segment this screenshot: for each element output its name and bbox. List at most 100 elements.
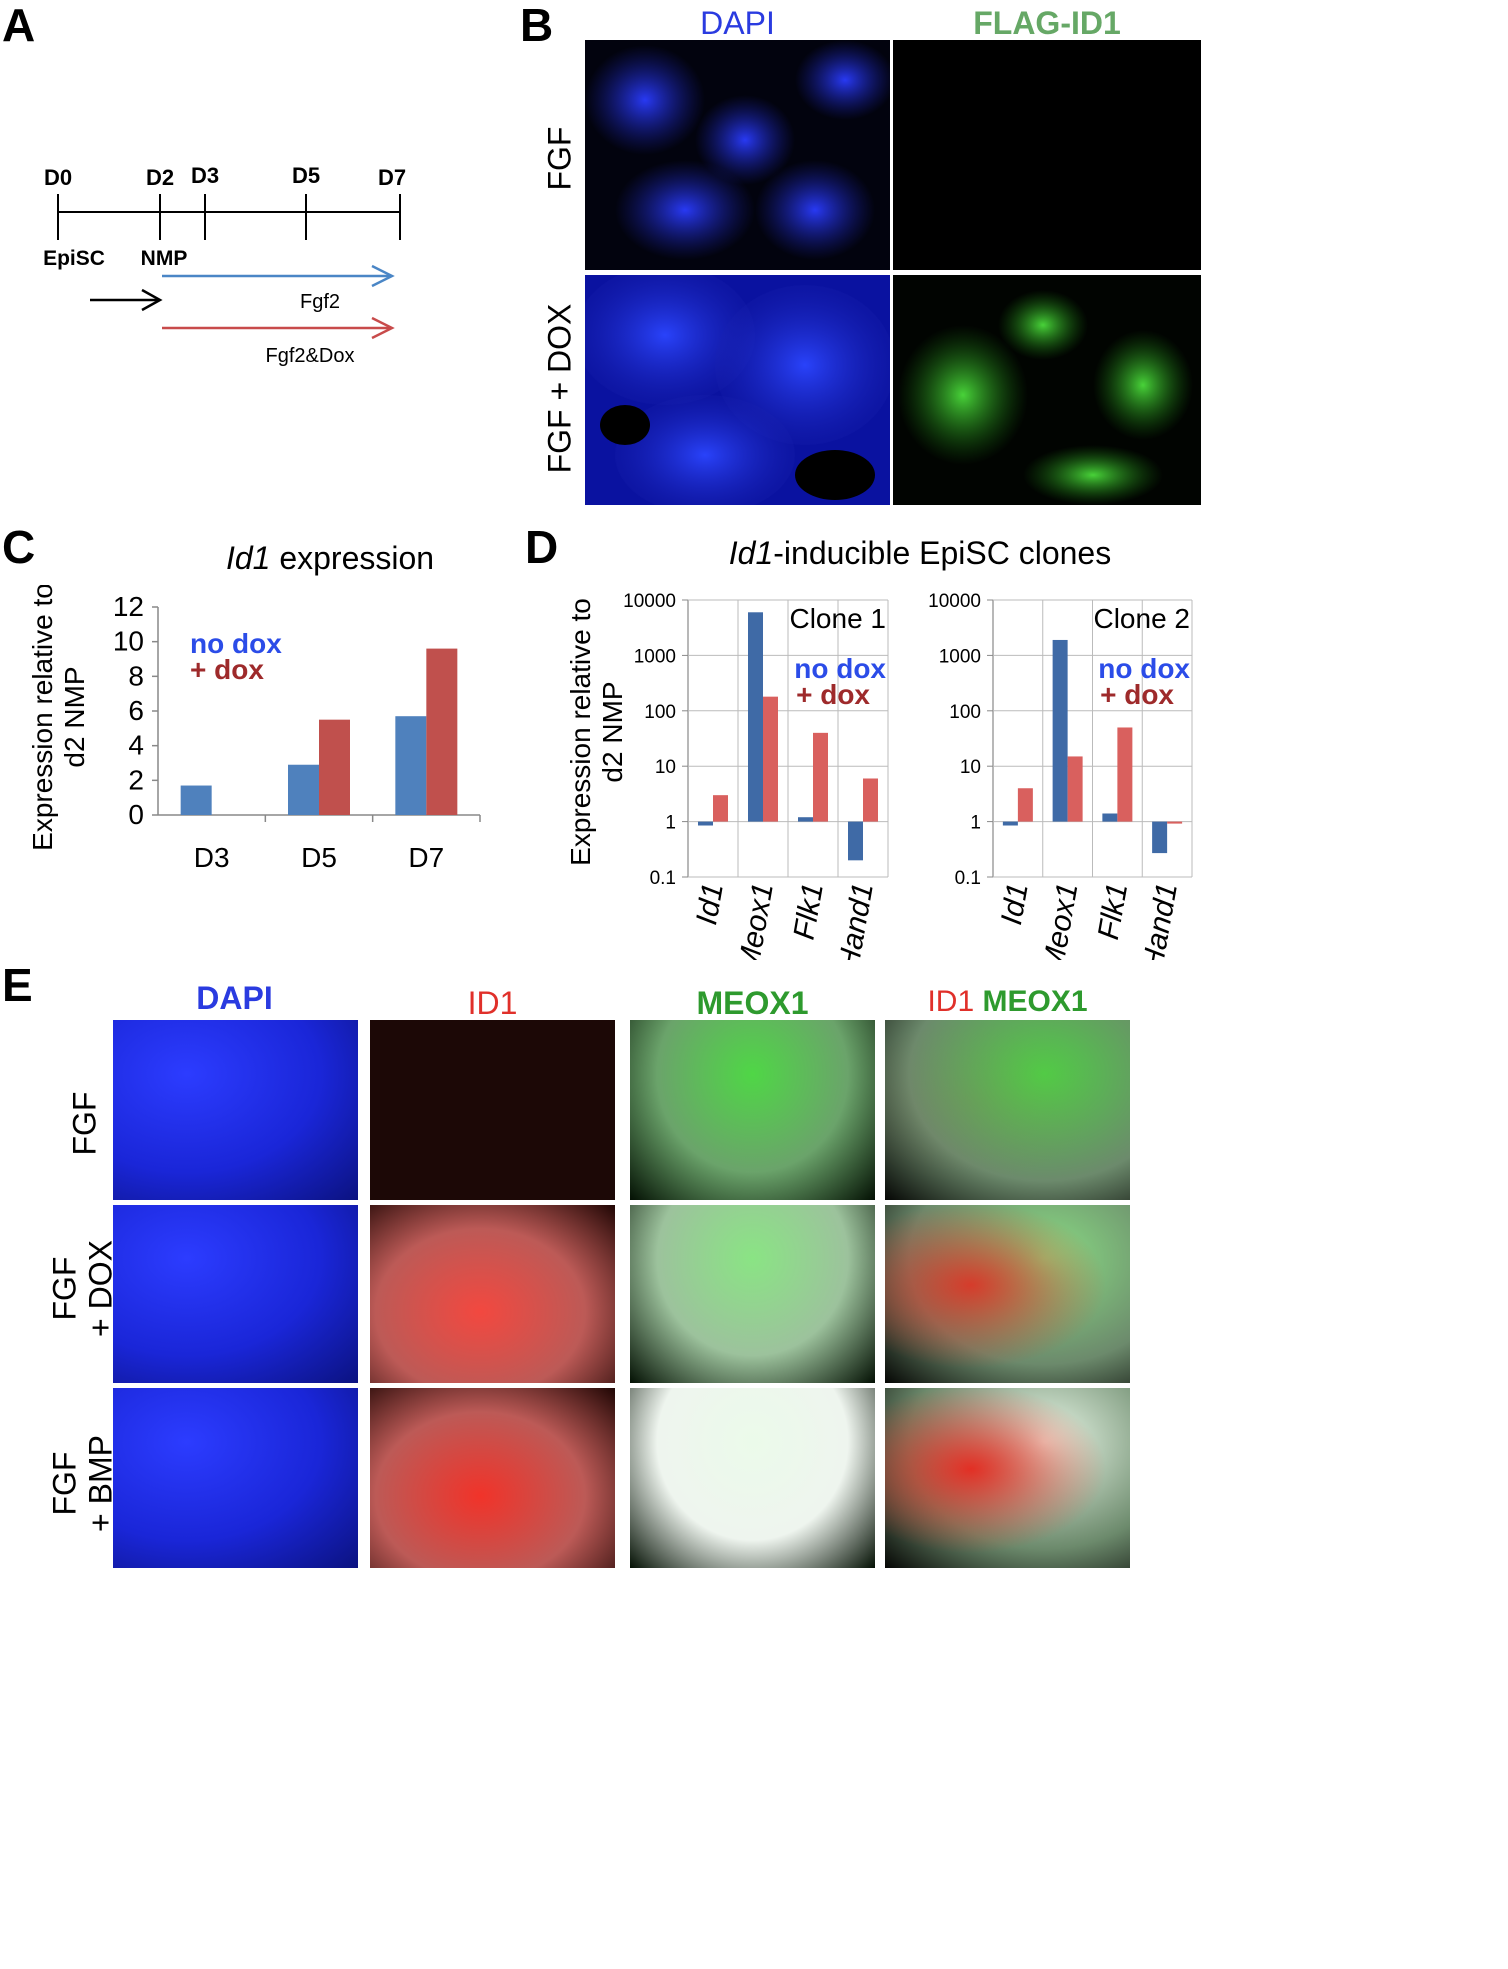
row-label: FGF + DOX: [541, 303, 578, 474]
day-label: D3: [191, 163, 219, 188]
chart-d-bar: [798, 817, 813, 822]
chart-d-ytick-label: 1: [665, 813, 676, 834]
chart-d-ytick-label: 0.1: [650, 868, 676, 889]
chart-c-bar: [426, 648, 458, 815]
chart-d-bar: [863, 778, 878, 822]
image-e-merge-row3: [885, 1388, 1130, 1568]
chart-c-ytick-label: 0: [128, 799, 144, 830]
chart-d-ytick-label: 10000: [623, 591, 676, 612]
panel-label-e: E: [2, 959, 33, 1011]
chart-c-ytick-label: 2: [128, 764, 144, 795]
chart-d-bar: [848, 821, 863, 861]
image-e-meox1-row2: [630, 1205, 875, 1383]
panel-label-c: C: [2, 521, 36, 573]
row-label: FGF: [541, 126, 578, 191]
chart-c-xtick-label: D3: [194, 842, 230, 873]
chart-c-title-rest: expression: [270, 540, 435, 576]
chart-d-bar: [763, 696, 778, 822]
image-e-dapi-row3: [113, 1388, 358, 1568]
chart-c-bar: [395, 716, 427, 815]
chart-d-ytick-label: 0.1: [955, 868, 981, 889]
chart-d-ylabel-line1: Expression relative to: [565, 598, 596, 866]
chart-d-xtick-label: Id1: [690, 880, 730, 927]
merge-title-meox1: MEOX1: [982, 985, 1088, 1018]
col-title-dapi: DAPI: [700, 5, 775, 41]
image-e-merge-row2: [885, 1205, 1130, 1383]
chart-c-ytick-label: 12: [113, 591, 144, 622]
panel-label-a: A: [2, 0, 36, 51]
chart-c-ytick-label: 4: [128, 730, 144, 761]
chart-c-bar: [319, 719, 350, 815]
chart-d: Expression relative to d2 NMP 10000 1000 1…: [565, 591, 1193, 960]
chart-c-ytick-label: 10: [113, 626, 144, 657]
chart-d-ytick-label: 100: [644, 702, 676, 723]
chart-d-title: Id1-inducible EpiSC clones: [640, 535, 1200, 572]
row-label-e: FGF: [46, 1451, 83, 1516]
chart-d-ytick-label: 100: [949, 702, 981, 723]
merge-title-id1: ID1: [927, 985, 975, 1018]
chart-d-xtick-label: Id1: [995, 880, 1035, 927]
chart-d-bar: [1052, 639, 1068, 822]
col-title-meox1-e: MEOX1: [696, 985, 809, 1021]
chart-d-clone-title: Clone 1: [789, 603, 886, 634]
chart-d-clone-title: Clone 2: [1093, 603, 1190, 634]
chart-d-bar: [698, 821, 713, 826]
panel-label-b: B: [520, 0, 554, 51]
chart-d-xtick-label: Flk1: [788, 880, 830, 942]
chart-c-legend-no-dox: no dox: [190, 628, 282, 659]
chart-d-ytick-label: 10: [655, 757, 676, 778]
arrow-label: Fgf2: [300, 291, 340, 313]
col-title-dapi-e: DAPI: [196, 980, 273, 1016]
chart-c-ylabel-line2: d2 NMP: [59, 666, 90, 767]
row-label-e: FGF: [46, 1256, 83, 1321]
row-label-e: FGF: [66, 1091, 103, 1156]
image-e-id1-row3: [370, 1388, 615, 1568]
chart-c-ylabel-line1: Expression relative to: [27, 585, 58, 851]
chart-d-ytick-label: 1000: [939, 646, 981, 667]
image-flag-fgf-dox: [893, 275, 1201, 505]
chart-c-ytick-label: 8: [128, 660, 144, 691]
image-e-merge-row1: [885, 1020, 1130, 1200]
day-label: D7: [378, 165, 406, 190]
chart-d-bar: [713, 795, 728, 822]
col-title-merge-e: ID1 MEOX1: [885, 985, 1130, 1019]
chart-c-bar: [180, 785, 212, 815]
chart-d-bar: [1102, 813, 1118, 822]
chart-d-legend-no-dox: no dox: [794, 653, 886, 684]
image-e-id1-row2: [370, 1205, 615, 1383]
chart-c-xtick-label: D7: [408, 842, 444, 873]
chart-d-ylabel-line2: d2 NMP: [597, 681, 628, 782]
chart-c: Expression relative to d2 NMP no dox + d…: [27, 585, 481, 873]
image-e-meox1-row1: [630, 1020, 875, 1200]
chart-d-bar: [748, 612, 763, 822]
chart-d-bar: [1117, 727, 1133, 822]
image-e-meox1-row3: [630, 1388, 875, 1568]
chart-d-bar: [1167, 821, 1183, 824]
day-label: D5: [292, 163, 320, 188]
chart-c-ytick-label: 6: [128, 695, 144, 726]
panel-label-d: D: [525, 521, 559, 573]
chart-d-bar: [1002, 821, 1018, 826]
image-dapi-fgf-dox: [585, 275, 890, 505]
chart-d-xtick-label: Flk1: [1092, 880, 1134, 942]
image-flag-fgf: [893, 40, 1201, 270]
chart-c-xtick-label: D5: [301, 842, 337, 873]
chart-d-xtick-label: Hand1: [832, 880, 880, 960]
chart-d-xtick-label: Meox1: [1036, 880, 1084, 960]
chart-d-legend-no-dox: no dox: [1098, 653, 1190, 684]
chart-c-legend-dox: + dox: [190, 654, 264, 685]
chart-d-ytick-label: 10: [960, 757, 981, 778]
image-e-dapi-row2: [113, 1205, 358, 1383]
arrow-label: Fgf2&Dox: [266, 345, 355, 367]
col-title-flag-id1: FLAG-ID1: [973, 5, 1121, 41]
chart-d-bar: [1017, 788, 1033, 822]
chart-d-bar: [1067, 756, 1083, 822]
chart-d-legend-dox: + dox: [1100, 679, 1174, 710]
chart-c-title-gene: Id1: [225, 540, 271, 576]
chart-d-title-gene: Id1: [728, 535, 774, 571]
chart-d-legend-dox: + dox: [796, 679, 870, 710]
chart-c-bar: [288, 764, 319, 815]
chart-d-title-rest: -inducible EpiSC clones: [773, 535, 1112, 571]
timeline-diagram: D0 D2 D3 D5 D7 EpiSC NMP Fgf2 Fgf2&Dox: [43, 163, 406, 367]
chart-d-ytick-label: 1000: [634, 646, 676, 667]
